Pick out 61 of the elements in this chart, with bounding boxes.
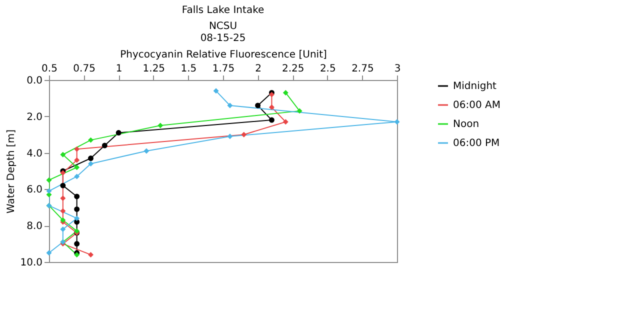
- point: [60, 152, 66, 158]
- point: [74, 241, 80, 247]
- point: [255, 102, 261, 108]
- x-tick-label: 0.5: [42, 64, 58, 74]
- y-tick-label: 0.0: [26, 76, 42, 86]
- point: [60, 208, 66, 214]
- point: [213, 88, 219, 94]
- y-tick-label: 10.0: [20, 258, 42, 268]
- x-tick-label: 2.5: [320, 64, 336, 74]
- point: [241, 132, 247, 138]
- y-axis-title: Water Depth [m]: [6, 129, 18, 214]
- point: [227, 134, 233, 140]
- point: [116, 130, 122, 136]
- chart-title: Falls Lake Intake: [182, 5, 264, 16]
- point: [268, 117, 274, 123]
- point: [46, 177, 52, 183]
- point: [144, 148, 150, 154]
- text: 08-15-25: [200, 33, 246, 44]
- point: [60, 226, 66, 232]
- legend-label: 06:00 AM: [453, 100, 500, 111]
- y-tick-label: 4.0: [26, 148, 42, 160]
- point: [394, 119, 400, 125]
- point: [227, 102, 233, 108]
- point: [74, 174, 80, 180]
- legend-label: Noon: [453, 119, 480, 130]
- x-tick-label: 2.75: [352, 64, 374, 74]
- point: [46, 250, 52, 256]
- point: [102, 142, 108, 148]
- x-tick-label: 2: [255, 64, 262, 74]
- x-tick-label: 0.75: [73, 64, 96, 74]
- point: [74, 194, 80, 200]
- y-tick-label: 8.0: [26, 221, 42, 232]
- x-tick-label: 2.25: [282, 64, 304, 74]
- x-tick-label: 1.5: [180, 64, 197, 74]
- point: [74, 146, 80, 152]
- y-tick-label: 6.0: [26, 184, 42, 196]
- legend-label: 06:00 PM: [453, 138, 500, 149]
- chart-subtitle: NCSU: [208, 21, 238, 32]
- point: [74, 216, 80, 222]
- point: [60, 182, 66, 188]
- point: [282, 90, 288, 96]
- y-tick-label: 2.0: [26, 112, 42, 123]
- point: [74, 164, 80, 170]
- point: [88, 137, 94, 143]
- point: [74, 206, 80, 212]
- x-tick-label: 3: [394, 64, 401, 74]
- legend-label: Midnight: [453, 81, 497, 92]
- x-tick-label: 1: [116, 64, 122, 74]
- point: [268, 104, 274, 110]
- x-tick-label: 1.25: [142, 64, 166, 74]
- x-tick-label: 1.75: [212, 64, 235, 74]
- point: [88, 160, 94, 166]
- point: [88, 156, 94, 161]
- point: [282, 119, 288, 125]
- point: [296, 108, 302, 114]
- point: [158, 122, 164, 128]
- point: [74, 157, 80, 163]
- point: [60, 196, 66, 202]
- point: [46, 188, 52, 194]
- x-axis-title: Phycocyanin Relative Fluorescence [Unit]: [120, 50, 327, 60]
- point: [88, 252, 94, 258]
